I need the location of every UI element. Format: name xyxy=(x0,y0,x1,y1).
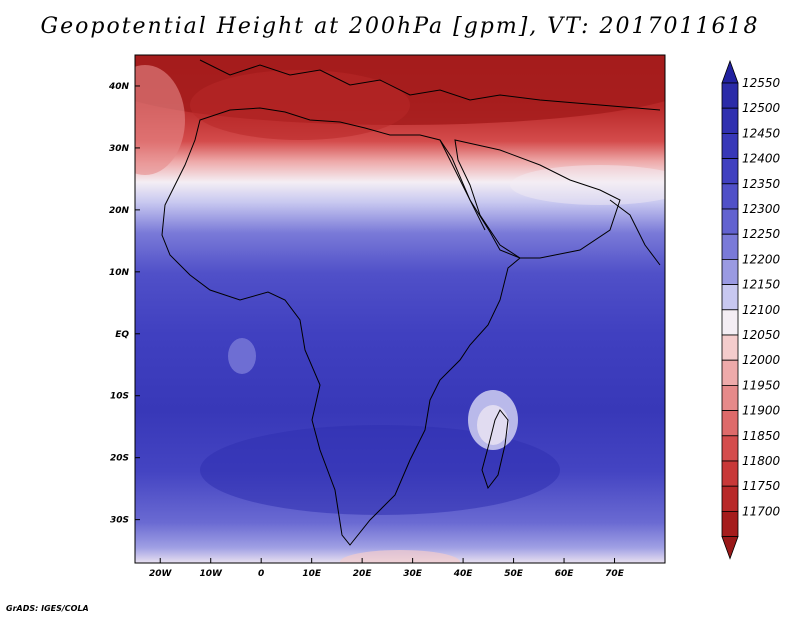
colorbar-label: 11950 xyxy=(742,378,781,392)
coastlines xyxy=(161,59,661,546)
height-field xyxy=(135,55,665,563)
colorbar-swatch xyxy=(721,410,739,437)
lon-tick-label: 20E xyxy=(353,569,373,579)
colorbar-label: 12250 xyxy=(742,227,781,241)
colorbar-swatch xyxy=(721,233,739,260)
colorbar-label: 12500 xyxy=(742,101,781,115)
colorbar-label: 11800 xyxy=(742,454,781,468)
red-sea xyxy=(439,139,486,231)
arabia-coastline xyxy=(454,139,621,259)
lat-tick-label: 20S xyxy=(110,454,129,464)
colorbar-label: 12550 xyxy=(742,76,781,90)
lon-tick-label: 40E xyxy=(453,569,474,579)
colorbar-label: 12300 xyxy=(742,202,781,216)
colorbar-swatch xyxy=(721,107,739,134)
plot-frame xyxy=(134,54,666,564)
colorbar-swatch xyxy=(721,284,739,311)
axis-ticks: 20W 10W 0 10E 20E 30E 40E 50E 60E 70E 40N 30N 20N 10N… xyxy=(108,82,625,579)
colorbar-label: 11850 xyxy=(742,429,781,443)
colorbar-label: 12200 xyxy=(742,252,781,266)
colorbar-swatch xyxy=(721,309,739,336)
africa-coastline xyxy=(161,107,521,546)
india-coastline xyxy=(609,199,661,266)
figure-title: Geopotential Height at 200hPa [gpm], VT:… xyxy=(40,14,760,39)
lon-tick-label: 10W xyxy=(199,569,223,579)
madagascar-coastline xyxy=(481,409,509,490)
lon-tick-label: 70E xyxy=(605,569,625,579)
europe-coastline xyxy=(199,59,661,111)
colorbar-label: 11700 xyxy=(742,504,781,518)
lat-tick-label: 40N xyxy=(108,82,130,92)
colorbar-swatch xyxy=(721,132,739,159)
colorbar-swatch xyxy=(721,460,739,487)
colorbar: 12550 12500 12450 12400 12350 12300 12250 12200… xyxy=(721,59,781,560)
colorbar-label: 12350 xyxy=(742,177,781,191)
lat-tick-label: 30N xyxy=(109,144,130,154)
colorbar-label: 12050 xyxy=(742,328,781,342)
colorbar-swatch xyxy=(721,334,739,361)
colorbar-swatch xyxy=(721,183,739,210)
lon-tick-label: 60E xyxy=(555,569,575,579)
colorbar-label: 11750 xyxy=(742,479,781,493)
colorbar-swatch xyxy=(721,384,739,411)
lon-tick-label: 10E xyxy=(302,569,322,579)
lat-tick-label: 20N xyxy=(109,206,130,216)
colorbar-label: 12100 xyxy=(742,303,781,317)
lat-tick-label: 10N xyxy=(109,268,130,278)
lon-tick-label: 0 xyxy=(258,569,264,579)
colorbar-swatch xyxy=(721,82,739,109)
lon-tick-label: 20W xyxy=(149,569,173,579)
colorbar-swatch xyxy=(721,485,739,512)
colorbar-swatch xyxy=(721,435,739,462)
lon-tick-label: 50E xyxy=(504,569,524,579)
lat-tick-label: 30S xyxy=(110,516,129,526)
colorbar-label: 12400 xyxy=(742,152,781,166)
colorbar-top-arrow xyxy=(721,59,739,84)
lat-tick-label: 10S xyxy=(110,392,129,402)
colorbar-label: 12000 xyxy=(742,353,781,367)
colorbar-swatch xyxy=(721,258,739,285)
colorbar-swatch xyxy=(721,510,739,537)
lon-tick-label: 30E xyxy=(403,569,423,579)
lat-tick-label: EQ xyxy=(115,330,129,340)
colorbar-label: 11900 xyxy=(742,404,781,418)
colorbar-swatch xyxy=(721,208,739,235)
colorbar-bottom-arrow xyxy=(721,536,739,560)
colorbar-label: 12150 xyxy=(742,278,781,292)
colorbar-swatch xyxy=(721,158,739,185)
colorbar-label: 12450 xyxy=(742,126,781,140)
colorbar-swatch xyxy=(721,359,739,386)
grads-credit: GrADS: IGES/COLA xyxy=(6,604,89,613)
